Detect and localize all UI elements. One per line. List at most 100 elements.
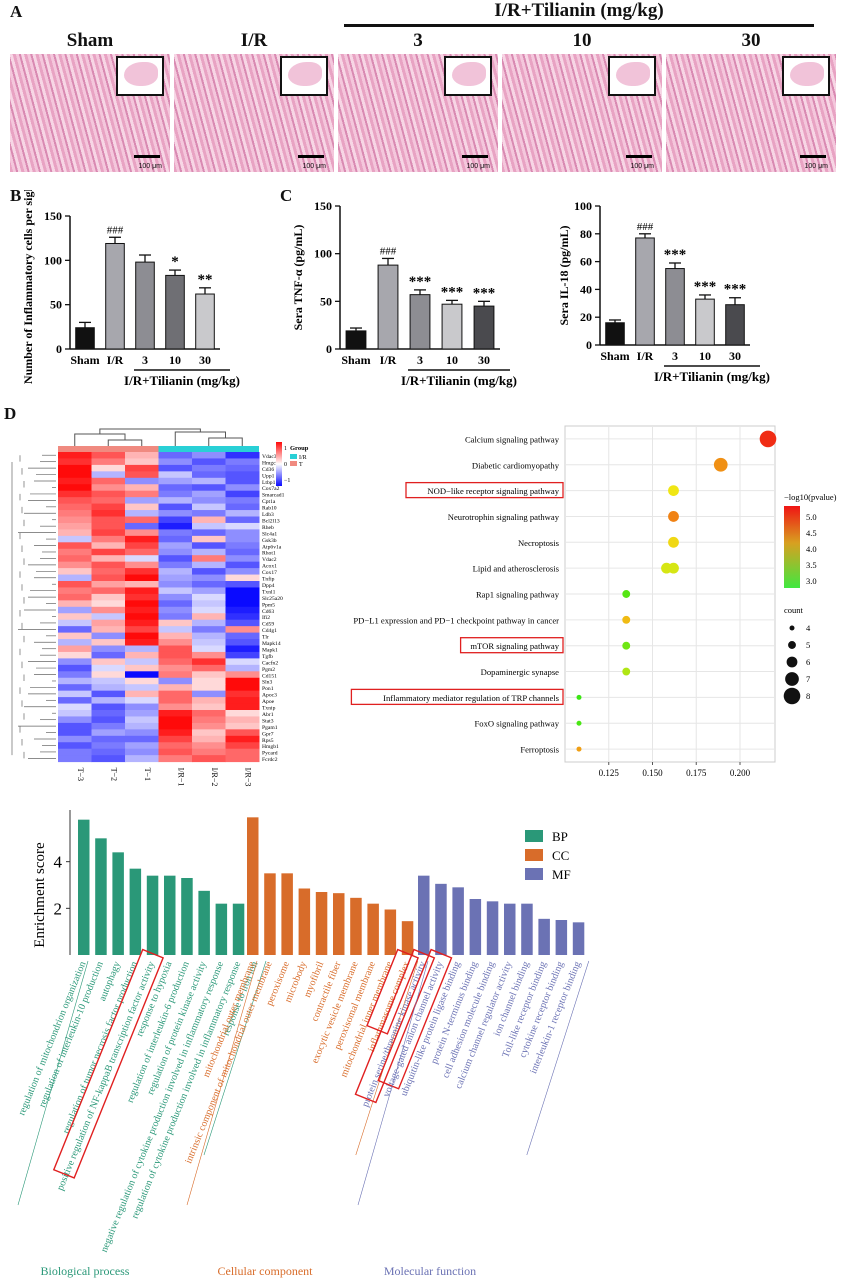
significance-label: *** (473, 285, 496, 301)
heatmap-cell (91, 729, 126, 737)
heatmap-cell (58, 600, 92, 608)
gene-label: Cd4g1 (262, 628, 277, 634)
heatmap-cell (91, 748, 126, 756)
color-scale-tick: 0 (284, 462, 287, 468)
heatmap-cell (225, 645, 260, 653)
heatmap-cell (225, 503, 260, 511)
group-annotation-cell (125, 446, 159, 452)
go-bar (264, 873, 276, 955)
significance-label: ### (107, 224, 124, 236)
heatmap-cell (225, 458, 260, 466)
size-legend-label: 8 (806, 691, 810, 701)
heatmap-cell (125, 542, 159, 550)
y-tick-label: 0 (586, 338, 592, 352)
data-point (661, 562, 672, 574)
heatmap-cell (125, 548, 159, 556)
heatmap-cell (225, 697, 260, 705)
column-dendrogram (74, 428, 243, 446)
heatmap-cell (225, 755, 260, 763)
y-tick-label: 50 (50, 298, 62, 312)
bar (105, 242, 125, 350)
scale-label: 100 μm (138, 163, 163, 170)
size-legend-label: 6 (806, 657, 810, 667)
heatmap-cell (192, 677, 226, 685)
heatmap-cell (58, 452, 92, 459)
legend-label: BP (552, 829, 568, 844)
heatmap-cell (158, 729, 193, 737)
color-legend-tick: 3.0 (806, 576, 817, 586)
size-legend-label: 4 (806, 623, 811, 633)
size-legend-dot (785, 672, 799, 686)
heatmap-cell (125, 671, 159, 679)
pathway-label: Inflammatory mediator regulation of TRP … (383, 693, 560, 703)
heatmap-cell (192, 510, 226, 517)
heatmap-cell (125, 477, 159, 485)
highlight-box (52, 948, 165, 1179)
heatmap-cell (192, 684, 226, 692)
heatmap-cell (58, 561, 92, 569)
heatmap-cell (225, 587, 260, 595)
go-bar (298, 888, 311, 955)
heatmap-cell (158, 697, 193, 705)
heatmap-cell (91, 490, 126, 498)
heatmap-cell (125, 639, 159, 646)
heatmap-cell (125, 697, 159, 705)
gene-label: Ltbp1 (262, 480, 276, 486)
heatmap-cell (225, 639, 260, 646)
heatmap-cell (125, 561, 159, 569)
heatmap-cell (158, 626, 193, 634)
heatmap-cell (192, 555, 226, 563)
column-label: T−3 (76, 768, 85, 781)
row-dendrogram (11, 454, 56, 759)
heatmap-cell (91, 568, 126, 576)
size-legend-dot (786, 656, 798, 668)
gene-label: Slc4a1 (262, 531, 277, 537)
heatmap-cell (91, 497, 126, 505)
heatmap-cell (225, 677, 260, 685)
size-legend-dot (783, 687, 801, 705)
go-bar (281, 873, 293, 955)
heatmap-cell (192, 522, 226, 530)
highlight-box (350, 688, 564, 706)
gene-label: Bcl2l13 (262, 518, 280, 524)
scale-label: 100 μm (804, 163, 829, 170)
scale-bar (462, 155, 488, 158)
heatmap-cell (58, 458, 92, 466)
heatmap-cell (225, 716, 260, 724)
bar (135, 261, 155, 350)
legend-label: CC (552, 848, 569, 863)
heatmap-cell (91, 684, 126, 692)
heatmap-cell (58, 639, 92, 646)
go-bar (198, 890, 210, 955)
heatmap-cell (58, 755, 92, 763)
go-bar (555, 920, 568, 955)
heatmap-cell (225, 606, 260, 614)
y-tick-label: 60 (580, 255, 592, 269)
heatmap-cell (192, 639, 226, 646)
heatmap-cell (158, 561, 193, 569)
significance-label: *** (724, 282, 747, 298)
heatmap-cell (125, 471, 159, 479)
heatmap-cell (58, 632, 92, 640)
heatmap-cell (58, 716, 92, 724)
bar (75, 327, 95, 350)
gene-label: Txnl1 (262, 589, 276, 595)
heatmap-cell (192, 632, 226, 640)
heatmap-cell (91, 484, 126, 492)
heatmap-cell (192, 574, 226, 582)
heatmap-cell (91, 471, 126, 479)
gene-label: Slc25a20 (262, 596, 283, 602)
heatmap-cell (58, 664, 92, 672)
heatmap-cell (225, 561, 260, 569)
column-label: T−1 (143, 768, 152, 781)
heatmap-cell (158, 664, 193, 672)
group-label: I/R+Tilianin (mg/kg) (654, 369, 770, 384)
color-scale-bar (276, 442, 282, 486)
heatmap-cell (158, 484, 193, 492)
heatmap-cell (91, 542, 126, 550)
heatmap-cell (58, 729, 92, 737)
heatmap-cell (58, 516, 92, 524)
gene-label: Smarcad1 (262, 493, 285, 499)
heatmap-cell (125, 613, 159, 621)
heatmap-cell (225, 464, 260, 472)
